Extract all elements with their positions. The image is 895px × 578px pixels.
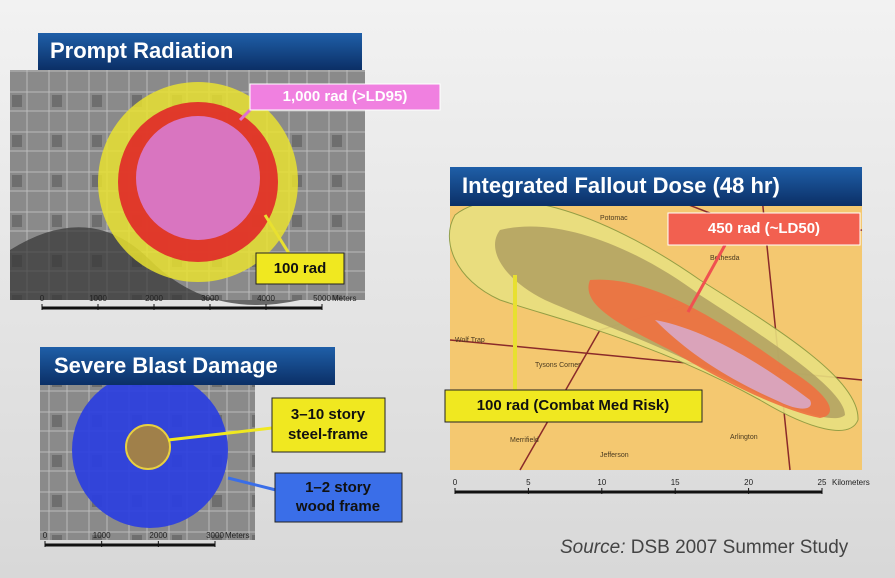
scale-label: 0 <box>43 531 48 540</box>
blast-damage-panel: Severe Blast Damage 3–10 story steel-fra… <box>40 347 403 540</box>
scale-unit: Kilometers <box>832 478 870 487</box>
scale-label: 10 <box>597 478 606 487</box>
plume-core <box>655 320 811 409</box>
label-box <box>667 212 861 246</box>
scale-label: 2000 <box>145 294 163 303</box>
panel-title: Integrated Fallout Dose (48 hr) <box>462 173 780 198</box>
map-label: Tysons Corner <box>535 362 581 369</box>
panel-title: Prompt Radiation <box>50 38 233 63</box>
arrow <box>167 426 273 442</box>
label: 450 rad (~LD50) <box>708 220 820 237</box>
label-box <box>255 252 345 285</box>
zone-steel <box>125 424 171 470</box>
scale-label: 15 <box>671 478 680 487</box>
arrow <box>227 476 277 492</box>
scale-label: 0 <box>40 294 45 303</box>
arrow <box>263 214 292 256</box>
scale-label: 2000 <box>149 531 167 540</box>
label-box <box>274 472 403 523</box>
header <box>450 167 862 206</box>
label: steel-frame <box>288 426 368 443</box>
map-label: Arlington <box>730 434 758 441</box>
source-text: DSB 2007 Summer Study <box>631 537 849 558</box>
scale-label: 5 <box>526 478 531 487</box>
map-label: Jefferson <box>600 452 629 459</box>
label: 3–10 story <box>291 406 366 423</box>
header <box>38 33 362 70</box>
map-label: Potomac <box>600 215 628 222</box>
label: 100 rad (Combat Med Risk) <box>477 397 670 414</box>
scale-unit: Meters <box>332 294 356 303</box>
label: 100 rad <box>274 260 327 277</box>
map-label: Merrifield <box>510 437 539 444</box>
scale-label: 20 <box>744 478 753 487</box>
scale-label: 4000 <box>257 294 275 303</box>
label-box <box>249 83 441 111</box>
scale-label: 1000 <box>89 294 107 303</box>
map-label: Wolf Trap <box>455 337 485 344</box>
source: Source: DSB 2007 Summer Study <box>560 537 849 558</box>
scale-label: 25 <box>818 478 827 487</box>
zone-1000 <box>136 116 260 240</box>
label: 1,000 rad (>LD95) <box>283 88 408 105</box>
source-prefix: Source: <box>560 537 625 558</box>
arrow <box>686 244 727 313</box>
scale-label: 1000 <box>93 531 111 540</box>
map-label: Bethesda <box>710 255 740 262</box>
label-box <box>271 397 386 453</box>
label-box <box>444 389 703 423</box>
scale-label: 0 <box>453 478 458 487</box>
fallout-panel: Integrated Fallout Dose (48 hr) Potomac … <box>444 167 863 471</box>
prompt-radiation-panel: Prompt Radiation 1,000 rad (>LD95) 100 r… <box>10 33 441 305</box>
scale-label: 5000 <box>313 294 331 303</box>
label: wood frame <box>295 498 380 515</box>
label: 1–2 story <box>305 479 372 496</box>
scale-label: 3000 <box>206 531 224 540</box>
scale-label: 3000 <box>201 294 219 303</box>
header <box>40 347 335 385</box>
scale-unit: Meters <box>225 531 249 540</box>
panel-title: Severe Blast Damage <box>54 353 278 378</box>
